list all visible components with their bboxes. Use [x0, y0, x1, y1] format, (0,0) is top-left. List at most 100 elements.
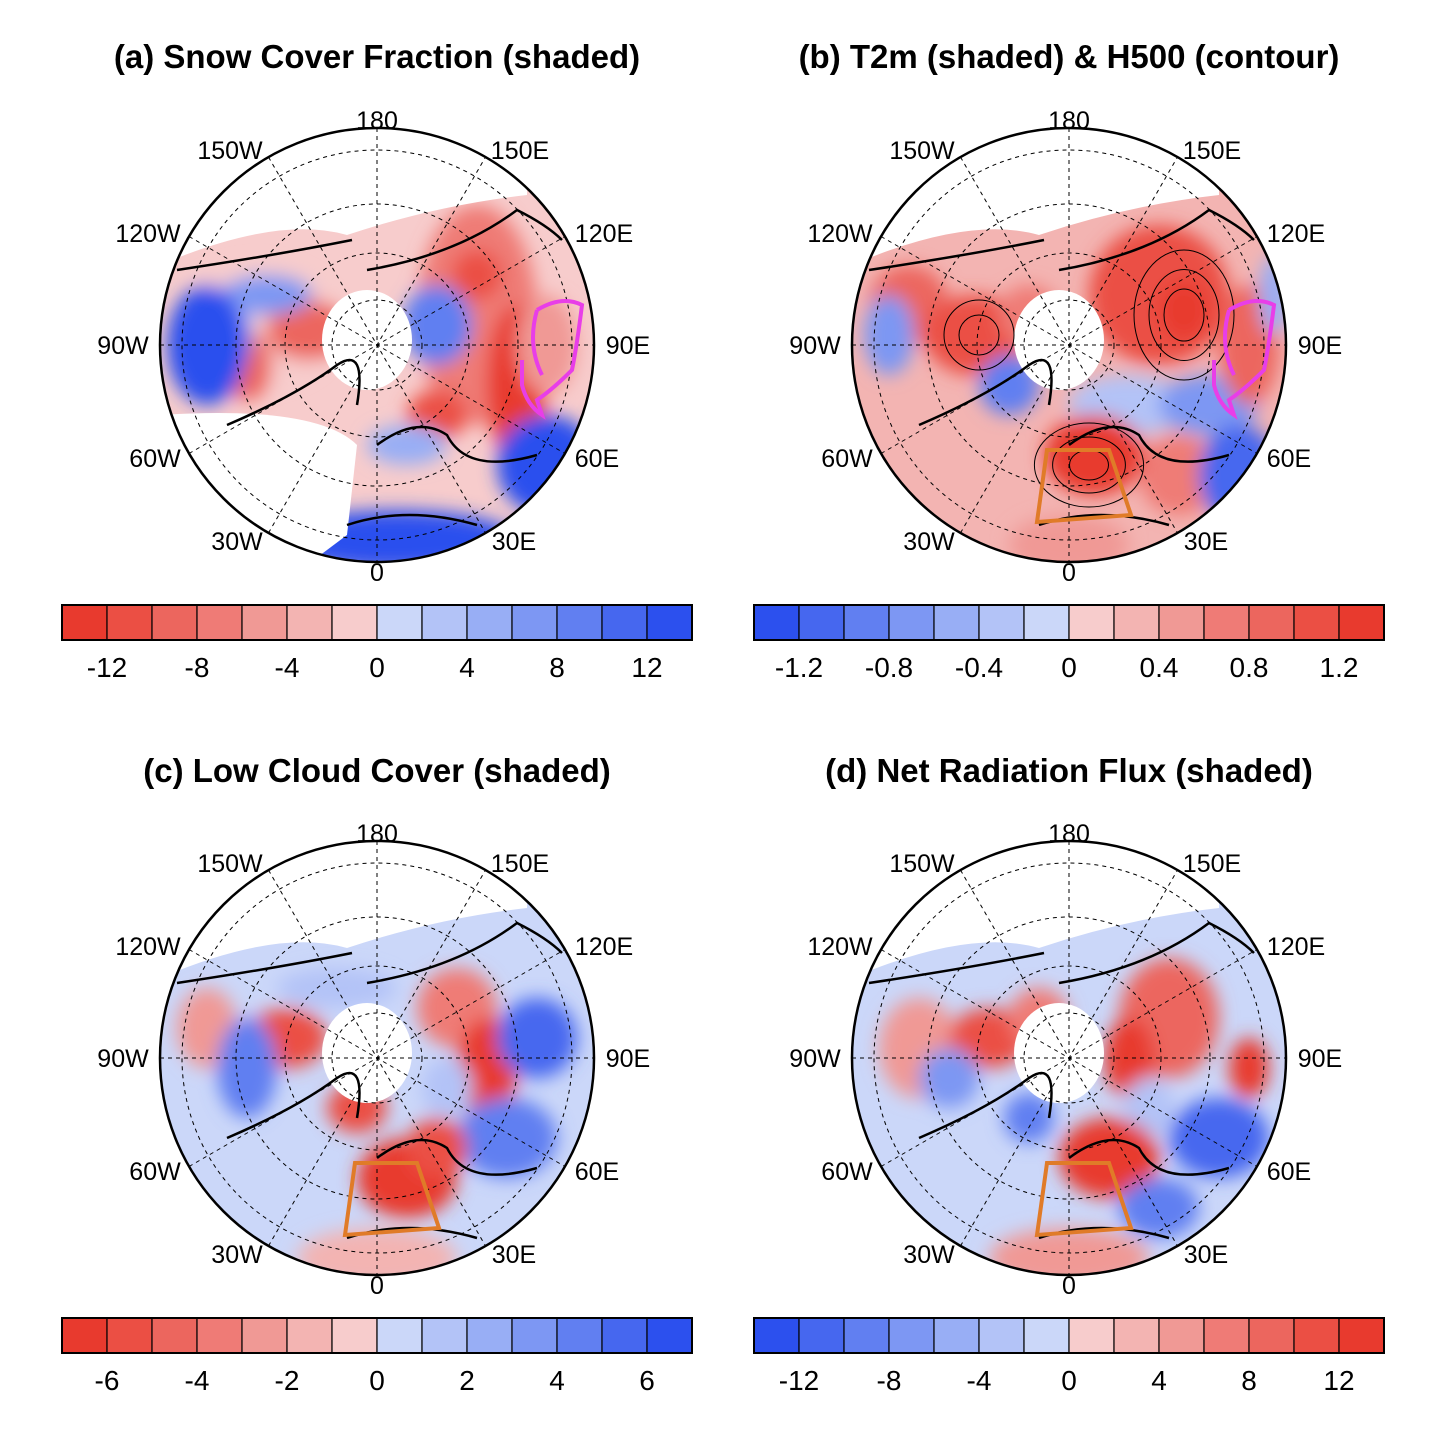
- colorbar-a: -12 -8 -4 0 4 8 12: [61, 604, 693, 683]
- colorbar-swatch: [556, 604, 603, 641]
- longitude-label: 180: [1048, 107, 1090, 135]
- magenta-region-contour: [1212, 299, 1277, 420]
- anomaly-patch: [367, 425, 447, 465]
- longitude-label: 30E: [1184, 1241, 1228, 1269]
- colorbar-swatch: [466, 1317, 513, 1354]
- colorbar-swatch: [556, 1317, 603, 1354]
- colorbar-tick-label: -4: [185, 1365, 210, 1396]
- latitude-gridline: [976, 252, 1162, 438]
- longitude-label: 60W: [129, 445, 181, 473]
- colorbar-swatch: [601, 1317, 648, 1354]
- longitude-label: 150W: [889, 850, 955, 878]
- map-panel-d: 180 150W 150E 120W 120E 90W 90E 60W 60E 30W 30E 0: [789, 820, 1342, 1300]
- longitude-label: 180: [1048, 820, 1090, 848]
- colorbar-swatch: [376, 1317, 423, 1354]
- colorbar-swatch: [1113, 1317, 1160, 1354]
- arctic-ocean-mask: [1014, 1003, 1104, 1103]
- colorbar-swatch: [843, 1317, 890, 1354]
- anomaly-patch: [497, 998, 577, 1078]
- panel-c-title: (c) Low Cloud Cover (shaded): [143, 752, 611, 789]
- colorbar-swatch: [646, 604, 693, 641]
- anomaly-patch: [1044, 415, 1144, 495]
- colorbar-swatch: [331, 604, 378, 641]
- colorbar-swatch: [1158, 1317, 1205, 1354]
- colorbar-swatch: [421, 1317, 468, 1354]
- longitude-label: 150E: [1183, 850, 1241, 878]
- anomaly-patch: [167, 285, 247, 405]
- longitude-label: 120W: [115, 220, 181, 248]
- colorbar-tick-label: -12: [87, 652, 127, 683]
- colorbar-swatch: [196, 604, 243, 641]
- longitude-label: 60W: [821, 1158, 873, 1186]
- colorbar-swatch: [843, 604, 890, 641]
- longitude-label: 30W: [903, 1241, 955, 1269]
- colorbar-tick-label: 0: [369, 1365, 385, 1396]
- longitude-label: 180: [356, 107, 398, 135]
- colorbar-b: -1.2 -0.8 -0.4 0 0.4 0.8 1.2: [753, 604, 1385, 683]
- longitude-gridline: [960, 869, 1178, 1247]
- colorbar-tick-label: 4: [459, 652, 475, 683]
- colorbar-swatch: [1158, 604, 1205, 641]
- longitude-label: 30E: [492, 528, 536, 556]
- longitude-label: 120E: [1267, 933, 1325, 961]
- colorbar-swatch: [421, 604, 468, 641]
- anomaly-patch: [1104, 1018, 1154, 1098]
- colorbar-tick-label: 12: [1323, 1365, 1354, 1396]
- longitude-label: 30W: [903, 528, 955, 556]
- longitude-label: 120W: [807, 933, 873, 961]
- anomaly-patch: [452, 250, 502, 300]
- colorbar-tick-label: -8: [877, 1365, 902, 1396]
- map-boundary: [850, 126, 1288, 564]
- longitude-label: 90E: [606, 1045, 650, 1073]
- arctic-ocean-mask: [1014, 290, 1104, 390]
- colorbar-tick-label: -1.2: [775, 652, 823, 683]
- colorbar-swatch: [376, 604, 423, 641]
- colorbar-swatch: [1248, 604, 1295, 641]
- longitude-label: 90E: [1298, 1045, 1342, 1073]
- colorbar-tick-label: -0.8: [865, 652, 913, 683]
- h500-contour: [1163, 288, 1205, 342]
- colorbar-tick-label: 12: [631, 652, 662, 683]
- arctic-ocean-mask: [322, 1003, 412, 1103]
- colorbar-swatch: [106, 1317, 153, 1354]
- h500-contour: [943, 299, 1015, 371]
- colorbar-swatch: [1293, 1317, 1340, 1354]
- map-boundary: [850, 839, 1288, 1277]
- colorbar-swatch: [1068, 604, 1115, 641]
- magenta-region-contour: [520, 299, 585, 420]
- colorbar-swatch: [286, 604, 333, 641]
- longitude-label: 90E: [606, 332, 650, 360]
- colorbar-d: -12 -8 -4 0 4 8 12: [753, 1317, 1385, 1396]
- anomaly-patch: [1119, 1178, 1199, 1238]
- colorbar-tick-label: 8: [549, 652, 565, 683]
- colorbar-swatch: [511, 1317, 558, 1354]
- longitude-label: 150E: [491, 850, 549, 878]
- colorbar-swatch: [241, 604, 288, 641]
- colorbar-swatch: [241, 1317, 288, 1354]
- colorbar-tick-label: 2: [459, 1365, 475, 1396]
- longitude-label: 90W: [789, 332, 841, 360]
- longitude-label: 60E: [575, 445, 619, 473]
- longitude-label: 120W: [115, 933, 181, 961]
- colorbar-swatch: [1203, 604, 1250, 641]
- longitude-label: 90W: [789, 1045, 841, 1073]
- colorbar-swatch: [1293, 604, 1340, 641]
- coastlines: [176, 208, 563, 527]
- latitude-gridline: [976, 965, 1162, 1151]
- h500-contour: [1033, 422, 1145, 508]
- latitude-gridline: [284, 965, 470, 1151]
- colorbar-swatch: [331, 1317, 378, 1354]
- longitude-label: 150W: [197, 137, 263, 165]
- anomaly-patch: [1089, 225, 1229, 365]
- colorbar-swatch: [61, 604, 108, 641]
- map-panel-b: 180 150W 150E 120W 120E 90W 90E 60W 60E 30W 30E 0: [789, 107, 1342, 587]
- study-region-box: [1034, 448, 1134, 525]
- colorbar-c: -6 -4 -2 0 2 4 6: [61, 1317, 693, 1396]
- colorbar-tick-label: 0: [369, 652, 385, 683]
- colorbar-swatch: [753, 1317, 800, 1354]
- coastlines: [868, 921, 1255, 1240]
- longitude-label: 150W: [889, 137, 955, 165]
- colorbar-swatch: [106, 604, 153, 641]
